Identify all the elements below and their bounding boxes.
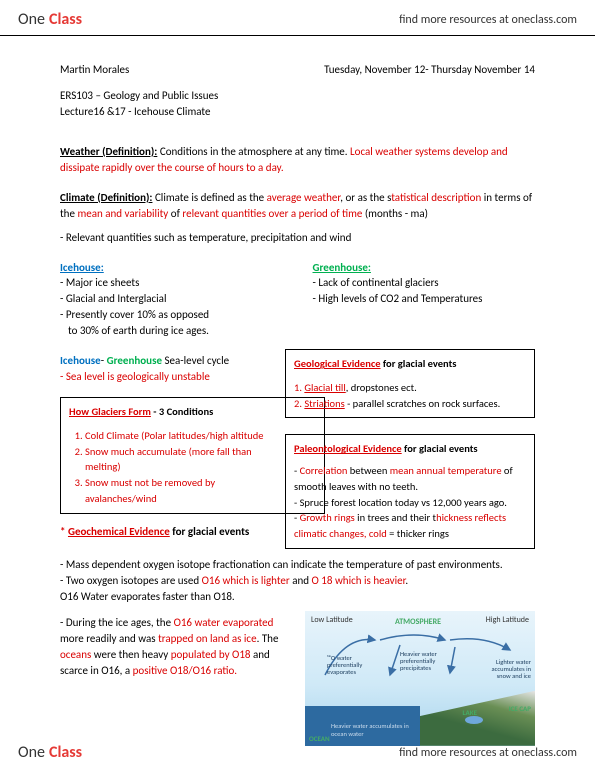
- isotope-cycle-diagram: Low Latitude ATMOSPHERE High Latitude ¹⁶…: [305, 611, 535, 746]
- cap-label: Lighter water accumulates in snow and ic…: [481, 659, 531, 680]
- list-item: Snow must not be removed by avalanches/w…: [85, 475, 316, 507]
- list-item: Relevant quantities such as temperature,…: [60, 230, 535, 246]
- page-footer: OneClass find more resources at oneclass…: [0, 735, 595, 770]
- list-item: Glacial and Interglacial: [60, 291, 283, 307]
- evap-label: ¹⁶O water preferentially evaporates: [327, 655, 383, 676]
- header-link[interactable]: find more resources at oneclass.com: [399, 13, 577, 27]
- lake-label: LAKE: [463, 708, 477, 718]
- list-item: Major ice sheets: [60, 275, 283, 291]
- brand-part2: Class: [49, 10, 82, 29]
- weather-text: Conditions in the atmosphere at any time…: [157, 145, 350, 158]
- lecture-title: Lecture16 &17 - Icehouse Climate: [60, 104, 535, 120]
- isotope-paragraph: - Mass dependent oxygen isotope fraction…: [60, 557, 535, 605]
- page-header: OneClass find more resources at oneclass…: [0, 0, 595, 36]
- weather-label: Weather (Definition):: [60, 145, 157, 158]
- brand-part1: One: [18, 743, 45, 762]
- climate-label: Climate (Definition):: [60, 191, 152, 204]
- greenhouse-title: Greenhouse:: [313, 260, 536, 276]
- brand-logo: OneClass: [18, 10, 82, 29]
- precip-label: Heavier water preferentially precipitate…: [400, 651, 460, 672]
- icecap-label: ICE CAP: [509, 704, 531, 714]
- list-item: High levels of CO2 and Temperatures: [313, 291, 536, 307]
- list-item: Snow much accumulate (more fall than mel…: [85, 444, 316, 476]
- paleo-evidence-box: Paleontological Evidence for glacial eve…: [285, 434, 535, 549]
- author-name: Martin Morales: [60, 62, 129, 78]
- icehouse-list: Major ice sheets Glacial and Interglacia…: [60, 275, 283, 323]
- glacier-conditions-list: Cold Climate (Polar latitudes/high altit…: [69, 428, 316, 507]
- list-item: to 30% of earth during ice ages.: [60, 323, 283, 339]
- list-item: Cold Climate (Polar latitudes/high altit…: [85, 428, 316, 444]
- icehouse-col: Icehouse: Major ice sheets Glacial and I…: [60, 260, 283, 340]
- lecture-date: Tuesday, November 12- Thursday November …: [324, 62, 535, 78]
- icehouse-greenhouse-columns: Icehouse: Major ice sheets Glacial and I…: [60, 260, 535, 340]
- climate-bullets: Relevant quantities such as temperature,…: [60, 230, 535, 246]
- footer-logo: OneClass: [18, 743, 82, 762]
- meta-row: Martin Morales Tuesday, November 12- Thu…: [60, 62, 535, 78]
- greenhouse-col: Greenhouse: Lack of continental glaciers…: [313, 260, 536, 308]
- list-item: Presently cover 10% as opposed: [60, 307, 283, 323]
- weather-definition: Weather (Definition): Conditions in the …: [60, 144, 535, 176]
- document-body: Martin Morales Tuesday, November 12- Thu…: [0, 36, 595, 689]
- list-item: Lack of continental glaciers: [313, 275, 536, 291]
- footer-link[interactable]: find more resources at oneclass.com: [399, 746, 577, 760]
- isotope-paragraph-2: - During the ice ages, the O16 water eva…: [60, 615, 310, 679]
- icehouse-title: Icehouse:: [60, 260, 283, 276]
- climate-definition: Climate (Definition): Climate is defined…: [60, 190, 535, 222]
- brand-part1: One: [18, 10, 45, 29]
- geological-evidence-box: Geological Evidence for glacial events 1…: [285, 349, 535, 418]
- greenhouse-list: Lack of continental glaciers High levels…: [313, 275, 536, 307]
- course-code: ERS103 – Geology and Public Issues: [60, 88, 535, 104]
- brand-part2: Class: [49, 743, 82, 762]
